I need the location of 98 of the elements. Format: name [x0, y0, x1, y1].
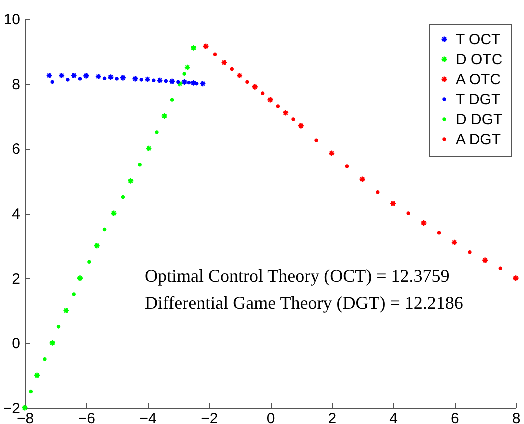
point — [102, 76, 107, 81]
point — [420, 220, 428, 227]
point — [176, 80, 184, 88]
point — [359, 176, 366, 183]
point — [276, 104, 280, 108]
point — [314, 138, 318, 142]
point — [190, 44, 198, 52]
point — [56, 325, 61, 329]
point — [138, 163, 142, 167]
point — [49, 340, 56, 347]
point — [140, 78, 144, 82]
point — [292, 118, 296, 122]
point — [155, 130, 159, 134]
point — [164, 79, 168, 84]
point — [127, 178, 134, 184]
point — [168, 78, 176, 85]
point — [498, 266, 503, 270]
point — [58, 72, 66, 80]
point — [121, 195, 126, 200]
point — [72, 292, 76, 296]
point — [115, 77, 119, 81]
point — [70, 72, 78, 80]
y-tick-label: 6 — [12, 141, 20, 158]
x-tick-label: 2 — [328, 410, 337, 424]
point — [376, 190, 380, 194]
x-tick-label: −4 — [140, 410, 157, 424]
point — [221, 59, 228, 66]
legend-label: T OCT — [456, 32, 501, 48]
point — [230, 67, 234, 72]
point — [345, 164, 350, 168]
point — [176, 80, 180, 84]
y-tick-label: 2 — [12, 270, 20, 288]
x-tick-label: 8 — [512, 410, 521, 424]
point — [43, 358, 47, 362]
point — [181, 78, 188, 86]
point — [482, 257, 489, 264]
y-tick-label: 8 — [12, 76, 20, 94]
point — [252, 84, 259, 90]
point — [213, 52, 218, 57]
point — [236, 72, 244, 80]
point — [152, 78, 156, 82]
x-tick-label: −6 — [78, 410, 96, 424]
point — [468, 250, 472, 254]
point — [29, 390, 34, 394]
point — [156, 77, 164, 84]
legend-label: A OTC — [456, 72, 502, 88]
point — [120, 74, 127, 82]
point — [108, 74, 114, 81]
point — [184, 64, 192, 72]
point — [451, 239, 458, 246]
point — [110, 210, 118, 217]
point — [190, 80, 198, 87]
point — [246, 80, 250, 84]
point — [34, 372, 41, 379]
point — [182, 72, 186, 76]
point — [76, 274, 84, 282]
x-tick-label: 4 — [390, 410, 398, 424]
point — [390, 200, 397, 208]
point — [63, 307, 70, 314]
point — [94, 242, 101, 250]
y-tick-label: 0 — [12, 336, 20, 353]
legend-label: D OTC — [456, 52, 503, 68]
point — [66, 78, 70, 82]
point — [282, 110, 290, 116]
point — [328, 150, 336, 157]
point — [161, 112, 168, 120]
x-tick-label: 0 — [266, 410, 276, 424]
y-tick-label: 10 — [4, 12, 20, 28]
point — [95, 73, 102, 80]
point — [267, 96, 274, 104]
point — [50, 80, 54, 84]
point — [437, 231, 442, 235]
point — [146, 145, 152, 152]
y-tick-label: 4 — [12, 206, 20, 223]
point — [200, 80, 206, 88]
point — [260, 92, 265, 96]
point — [78, 77, 82, 81]
x-tick-label: −8 — [16, 410, 34, 424]
point — [144, 76, 152, 84]
point — [406, 212, 410, 216]
point — [132, 76, 139, 82]
point — [298, 122, 305, 130]
point — [46, 72, 53, 80]
point — [187, 80, 192, 85]
legend-label: T DGT — [456, 92, 501, 108]
point — [88, 260, 92, 264]
legend-label: A DGT — [456, 132, 502, 148]
annotation: Differential Game Theory (DGT) = 12.2186 — [145, 293, 464, 313]
x-tick-label: −2 — [201, 410, 218, 424]
point — [170, 98, 174, 102]
annotation: Optimal Control Theory (OCT) = 12.3759 — [145, 266, 450, 286]
point — [82, 72, 90, 80]
point — [22, 404, 28, 412]
point — [512, 274, 520, 282]
point — [202, 43, 210, 50]
legend-label: D DGT — [456, 112, 503, 128]
point — [102, 228, 107, 232]
x-tick-label: 6 — [450, 410, 460, 424]
